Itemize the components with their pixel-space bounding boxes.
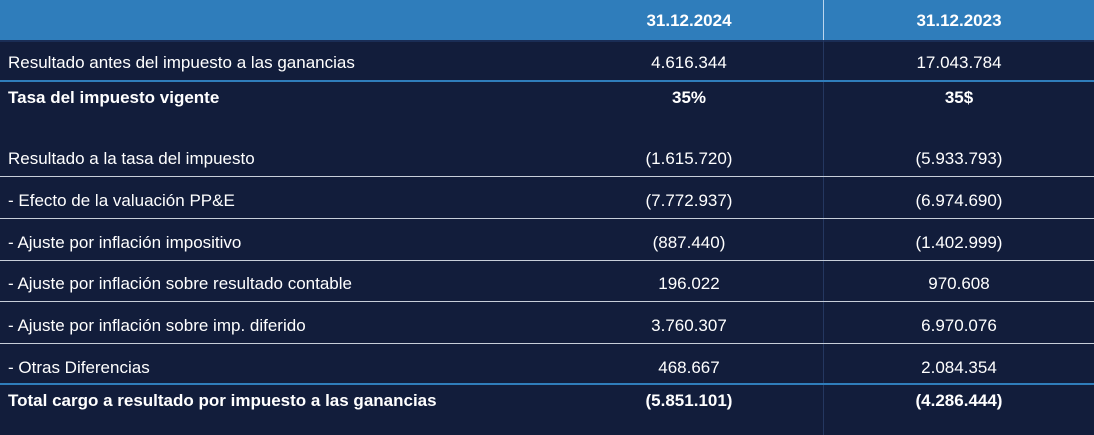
- total-divider: [0, 383, 1094, 385]
- column-header-2023: 31.12.2023: [916, 11, 1002, 30]
- row-value-2024: 3.760.307: [651, 316, 727, 335]
- row-value-2024: 196.022: [658, 274, 720, 293]
- row-value-2023: 970.608: [928, 274, 990, 293]
- row-divider: [0, 301, 1094, 302]
- row-label: - Otras Diferencias: [8, 358, 150, 377]
- row-value-2024: (887.440): [652, 233, 726, 252]
- row-value-2024: 35%: [671, 88, 707, 107]
- row-label: - Ajuste por inflación sobre imp. diferi…: [8, 316, 306, 335]
- row-label: - Ajuste por inflación sobre resultado c…: [8, 274, 352, 293]
- row-value-2023: (6.974.690): [915, 191, 1003, 210]
- row-divider: [0, 176, 1094, 177]
- row-divider: [0, 218, 1094, 219]
- row-value-2023: 35$: [944, 88, 974, 107]
- row-divider: [0, 260, 1094, 261]
- row-label: - Ajuste por inflación impositivo: [8, 233, 242, 252]
- column-header-2024: 31.12.2024: [646, 11, 732, 30]
- header-separator: [823, 0, 824, 40]
- row-value-2024: (5.851.101): [645, 391, 733, 410]
- row-value-2023: (1.402.999): [915, 233, 1003, 252]
- row-label: Resultado a la tasa del impuesto: [8, 149, 255, 168]
- row-value-2023: 17.043.784: [916, 53, 1002, 72]
- row-value-2024: (7.772.937): [645, 191, 733, 210]
- row-value-2024: 468.667: [658, 358, 720, 377]
- row-label: - Efecto de la valuación PP&E: [8, 191, 235, 210]
- row-value-2023: (4.286.444): [915, 391, 1003, 410]
- row-divider: [0, 80, 1094, 82]
- row-label: Total cargo a resultado por impuesto a l…: [8, 391, 437, 410]
- row-label: Resultado antes del impuesto a las ganan…: [8, 53, 355, 72]
- row-divider: [0, 343, 1094, 344]
- row-value-2024: 4.616.344: [651, 53, 727, 72]
- row-value-2023: 2.084.354: [921, 358, 997, 377]
- row-label: Tasa del impuesto vigente: [8, 88, 220, 107]
- row-value-2023: 6.970.076: [921, 316, 997, 335]
- row-value-2023: (5.933.793): [915, 149, 1003, 168]
- row-value-2024: (1.615.720): [645, 149, 733, 168]
- table-header: 31.12.2024 31.12.2023: [0, 0, 1094, 42]
- column-separator: [823, 40, 824, 435]
